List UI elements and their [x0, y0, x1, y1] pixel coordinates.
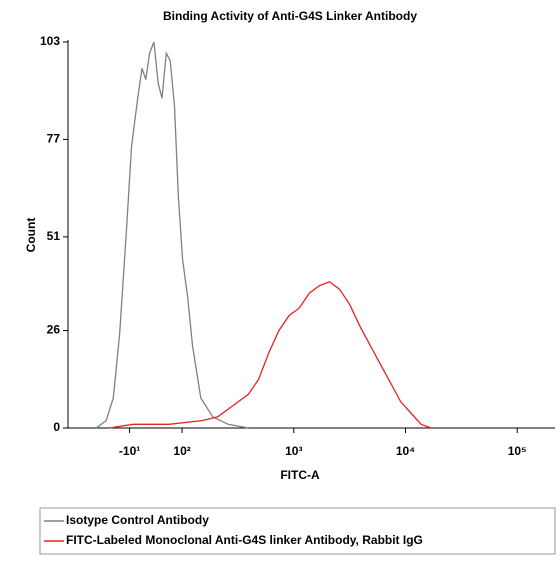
y-tick-label: 51 — [47, 229, 61, 243]
x-tick-label: 10⁴ — [396, 444, 415, 458]
histogram-line — [95, 41, 249, 429]
y-tick-label: 0 — [53, 420, 60, 434]
x-tick-label: 10² — [173, 444, 190, 458]
legend-label: Isotype Control Antibody — [66, 513, 209, 527]
x-tick-label: -10¹ — [119, 444, 140, 458]
y-tick-label: 77 — [47, 132, 61, 146]
x-axis-label: FITC-A — [280, 468, 320, 482]
y-tick-label: 26 — [47, 323, 61, 337]
x-tick-label: 10³ — [285, 444, 302, 458]
y-axis-label: Count — [24, 218, 38, 253]
y-tick-label: 103 — [40, 34, 60, 48]
chart-title: Binding Activity of Anti-G4S Linker Anti… — [163, 9, 417, 23]
legend-box — [39, 507, 556, 555]
histogram-line — [109, 281, 432, 429]
legend-label: FITC-Labeled Monoclonal Anti-G4S linker … — [66, 533, 423, 547]
x-tick-label: 10⁵ — [508, 444, 527, 458]
